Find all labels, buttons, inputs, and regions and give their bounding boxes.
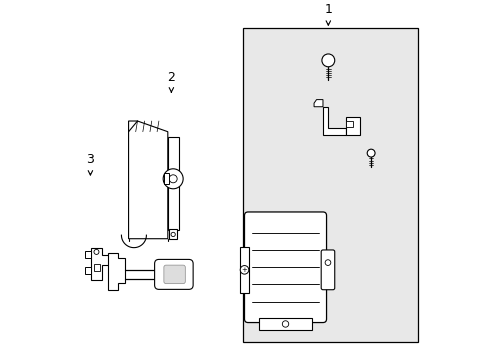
Circle shape (171, 232, 175, 237)
Bar (258, 318, 312, 330)
Bar (84, 251, 91, 258)
FancyBboxPatch shape (163, 265, 185, 284)
Bar (240, 247, 248, 293)
Circle shape (325, 260, 330, 265)
Text: 3: 3 (86, 153, 94, 166)
Text: 1: 1 (324, 3, 331, 16)
Circle shape (163, 169, 183, 189)
Circle shape (94, 249, 99, 255)
Bar (94, 264, 100, 271)
Text: 2: 2 (167, 71, 175, 84)
Polygon shape (108, 253, 125, 291)
Circle shape (282, 321, 288, 327)
Polygon shape (128, 121, 167, 239)
FancyBboxPatch shape (154, 260, 193, 289)
Polygon shape (313, 100, 322, 107)
Circle shape (366, 149, 374, 157)
Bar (84, 267, 91, 274)
Bar (242, 28, 417, 342)
FancyBboxPatch shape (244, 212, 326, 323)
Circle shape (240, 266, 248, 274)
Bar (346, 121, 352, 127)
Bar (167, 137, 178, 230)
Polygon shape (91, 248, 109, 280)
Text: +: + (241, 267, 247, 273)
FancyBboxPatch shape (321, 250, 334, 290)
Bar (346, 117, 359, 135)
Polygon shape (322, 107, 346, 135)
Bar (164, 174, 168, 184)
Circle shape (321, 54, 334, 67)
Circle shape (169, 175, 177, 183)
Bar (169, 229, 177, 239)
